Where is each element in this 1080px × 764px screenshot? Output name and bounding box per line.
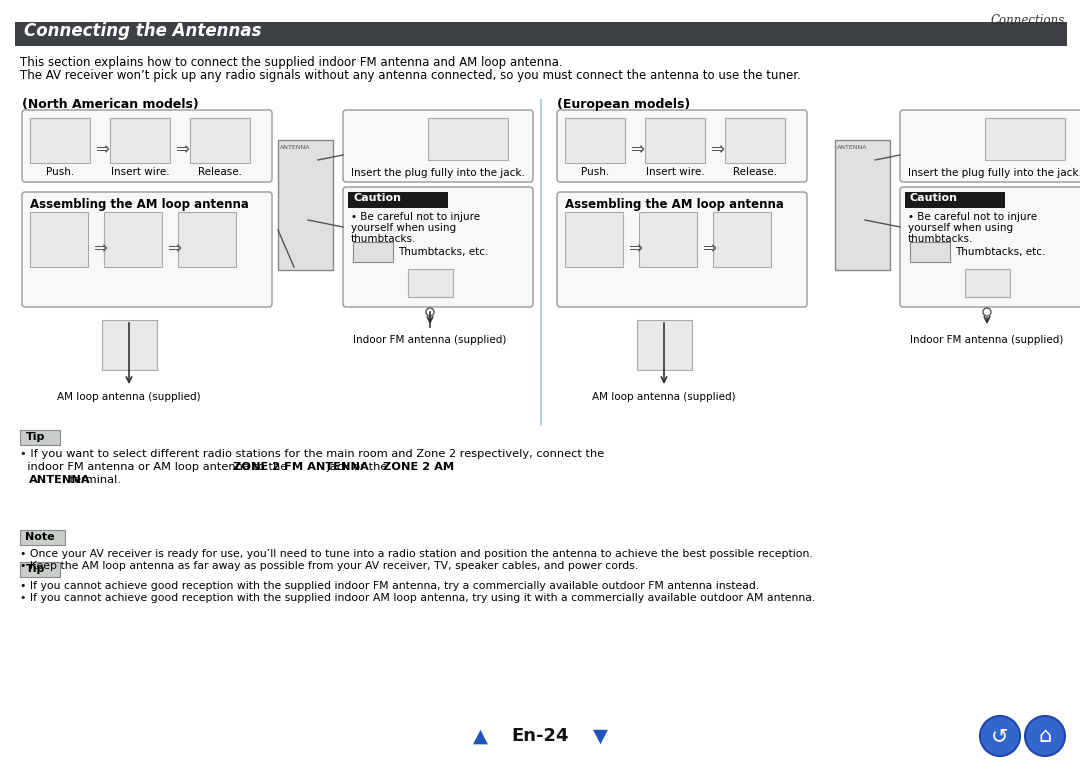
Bar: [102, 320, 157, 370]
Bar: [21, 430, 60, 445]
Circle shape: [1025, 716, 1065, 756]
Text: ⇒: ⇒: [710, 140, 724, 158]
Bar: [725, 118, 785, 163]
Text: Caution: Caution: [910, 193, 958, 203]
Bar: [408, 269, 453, 297]
Text: ANTENNA: ANTENNA: [280, 145, 311, 150]
Text: Tip: Tip: [26, 432, 45, 442]
Text: thumbtacks.: thumbtacks.: [351, 234, 417, 244]
Bar: [713, 212, 771, 267]
Text: Push.: Push.: [581, 167, 609, 177]
FancyBboxPatch shape: [22, 110, 272, 182]
Bar: [966, 269, 1010, 297]
Text: • Keep the AM loop antenna as far away as possible from your AV receiver, TV, sp: • Keep the AM loop antenna as far away a…: [21, 561, 638, 571]
Bar: [905, 192, 1005, 208]
Text: ANTENNA: ANTENNA: [29, 475, 91, 485]
Text: Assembling the AM loop antenna: Assembling the AM loop antenna: [30, 198, 248, 211]
Text: ⇒: ⇒: [175, 140, 189, 158]
Text: Indoor FM antenna (supplied): Indoor FM antenna (supplied): [353, 335, 507, 345]
Text: Connecting the Antennas: Connecting the Antennas: [24, 22, 261, 40]
FancyBboxPatch shape: [22, 192, 272, 307]
Bar: [645, 118, 705, 163]
Bar: [278, 140, 333, 270]
FancyBboxPatch shape: [343, 110, 534, 182]
Text: En-24: En-24: [511, 727, 569, 745]
Bar: [178, 212, 237, 267]
Text: Connections: Connections: [990, 14, 1065, 27]
Text: • If you cannot achieve good reception with the supplied indoor AM loop antenna,: • If you cannot achieve good reception w…: [21, 593, 815, 603]
FancyBboxPatch shape: [557, 192, 807, 307]
Text: Push.: Push.: [45, 167, 75, 177]
Bar: [110, 118, 170, 163]
Text: ANTENNA: ANTENNA: [837, 145, 867, 150]
Bar: [835, 140, 890, 270]
Text: ⇒: ⇒: [630, 140, 644, 158]
Text: ⇒: ⇒: [627, 239, 642, 257]
Text: thumbtacks.: thumbtacks.: [908, 234, 973, 244]
Text: ▼: ▼: [593, 727, 607, 746]
Text: Caution: Caution: [353, 193, 401, 203]
Bar: [639, 212, 697, 267]
Text: Assembling the AM loop antenna: Assembling the AM loop antenna: [565, 198, 784, 211]
Text: Insert wire.: Insert wire.: [110, 167, 170, 177]
Text: (North American models): (North American models): [22, 98, 199, 111]
Bar: [348, 192, 448, 208]
Text: AM loop antenna (supplied): AM loop antenna (supplied): [57, 392, 201, 402]
Circle shape: [983, 308, 991, 316]
Text: Tip: Tip: [26, 564, 45, 574]
Text: ⇒: ⇒: [95, 140, 109, 158]
Text: ZONE 2 FM ANTENNA: ZONE 2 FM ANTENNA: [232, 462, 368, 472]
Text: Insert the plug fully into the jack.: Insert the plug fully into the jack.: [908, 168, 1080, 178]
Bar: [910, 242, 950, 262]
Text: yourself when using: yourself when using: [351, 223, 456, 233]
Text: Thumbtacks, etc.: Thumbtacks, etc.: [955, 247, 1045, 257]
Text: The AV receiver won’t pick up any radio signals without any antenna connected, s: The AV receiver won’t pick up any radio …: [21, 69, 801, 82]
Text: Release.: Release.: [733, 167, 777, 177]
Bar: [565, 212, 623, 267]
Text: AM loop antenna (supplied): AM loop antenna (supplied): [592, 392, 735, 402]
Text: • Once your AV receiver is ready for use, you’ll need to tune into a radio stati: • Once your AV receiver is ready for use…: [21, 549, 813, 559]
Text: This section explains how to connect the supplied indoor FM antenna and AM loop : This section explains how to connect the…: [21, 56, 563, 69]
Text: ⇒: ⇒: [702, 239, 716, 257]
Bar: [565, 118, 625, 163]
Text: yourself when using: yourself when using: [908, 223, 1013, 233]
Text: indoor FM antenna or AM loop antenna to the: indoor FM antenna or AM loop antenna to …: [21, 462, 291, 472]
Text: Insert the plug fully into the jack.: Insert the plug fully into the jack.: [351, 168, 525, 178]
Text: jack or the: jack or the: [323, 462, 391, 472]
Bar: [104, 212, 162, 267]
Bar: [30, 212, 87, 267]
Text: Note: Note: [25, 532, 55, 542]
Text: ZONE 2 AM: ZONE 2 AM: [382, 462, 454, 472]
Bar: [21, 562, 60, 577]
Text: Indoor FM antenna (supplied): Indoor FM antenna (supplied): [910, 335, 1064, 345]
Bar: [21, 530, 65, 545]
Bar: [190, 118, 249, 163]
Text: ⇒: ⇒: [93, 239, 107, 257]
Text: • If you want to select different radio stations for the main room and Zone 2 re: • If you want to select different radio …: [21, 449, 604, 459]
Bar: [428, 118, 508, 160]
Text: terminal.: terminal.: [66, 475, 121, 485]
Bar: [637, 320, 692, 370]
Text: • If you cannot achieve good reception with the supplied indoor FM antenna, try : • If you cannot achieve good reception w…: [21, 581, 759, 591]
Bar: [353, 242, 393, 262]
Text: • Be careful not to injure: • Be careful not to injure: [908, 212, 1037, 222]
FancyBboxPatch shape: [900, 110, 1080, 182]
Text: ↺: ↺: [991, 726, 1009, 746]
Circle shape: [426, 308, 434, 316]
Bar: [985, 118, 1065, 160]
Text: ⌂: ⌂: [1038, 726, 1052, 746]
Text: (European models): (European models): [557, 98, 690, 111]
Text: • Be careful not to injure: • Be careful not to injure: [351, 212, 481, 222]
Circle shape: [980, 716, 1020, 756]
FancyBboxPatch shape: [900, 187, 1080, 307]
Text: Insert wire.: Insert wire.: [646, 167, 704, 177]
Text: ▲: ▲: [473, 727, 487, 746]
Bar: [15, 22, 1067, 46]
Text: ⇒: ⇒: [167, 239, 180, 257]
Text: Release.: Release.: [198, 167, 242, 177]
Text: Thumbtacks, etc.: Thumbtacks, etc.: [399, 247, 488, 257]
Bar: [30, 118, 90, 163]
FancyBboxPatch shape: [557, 110, 807, 182]
FancyBboxPatch shape: [343, 187, 534, 307]
